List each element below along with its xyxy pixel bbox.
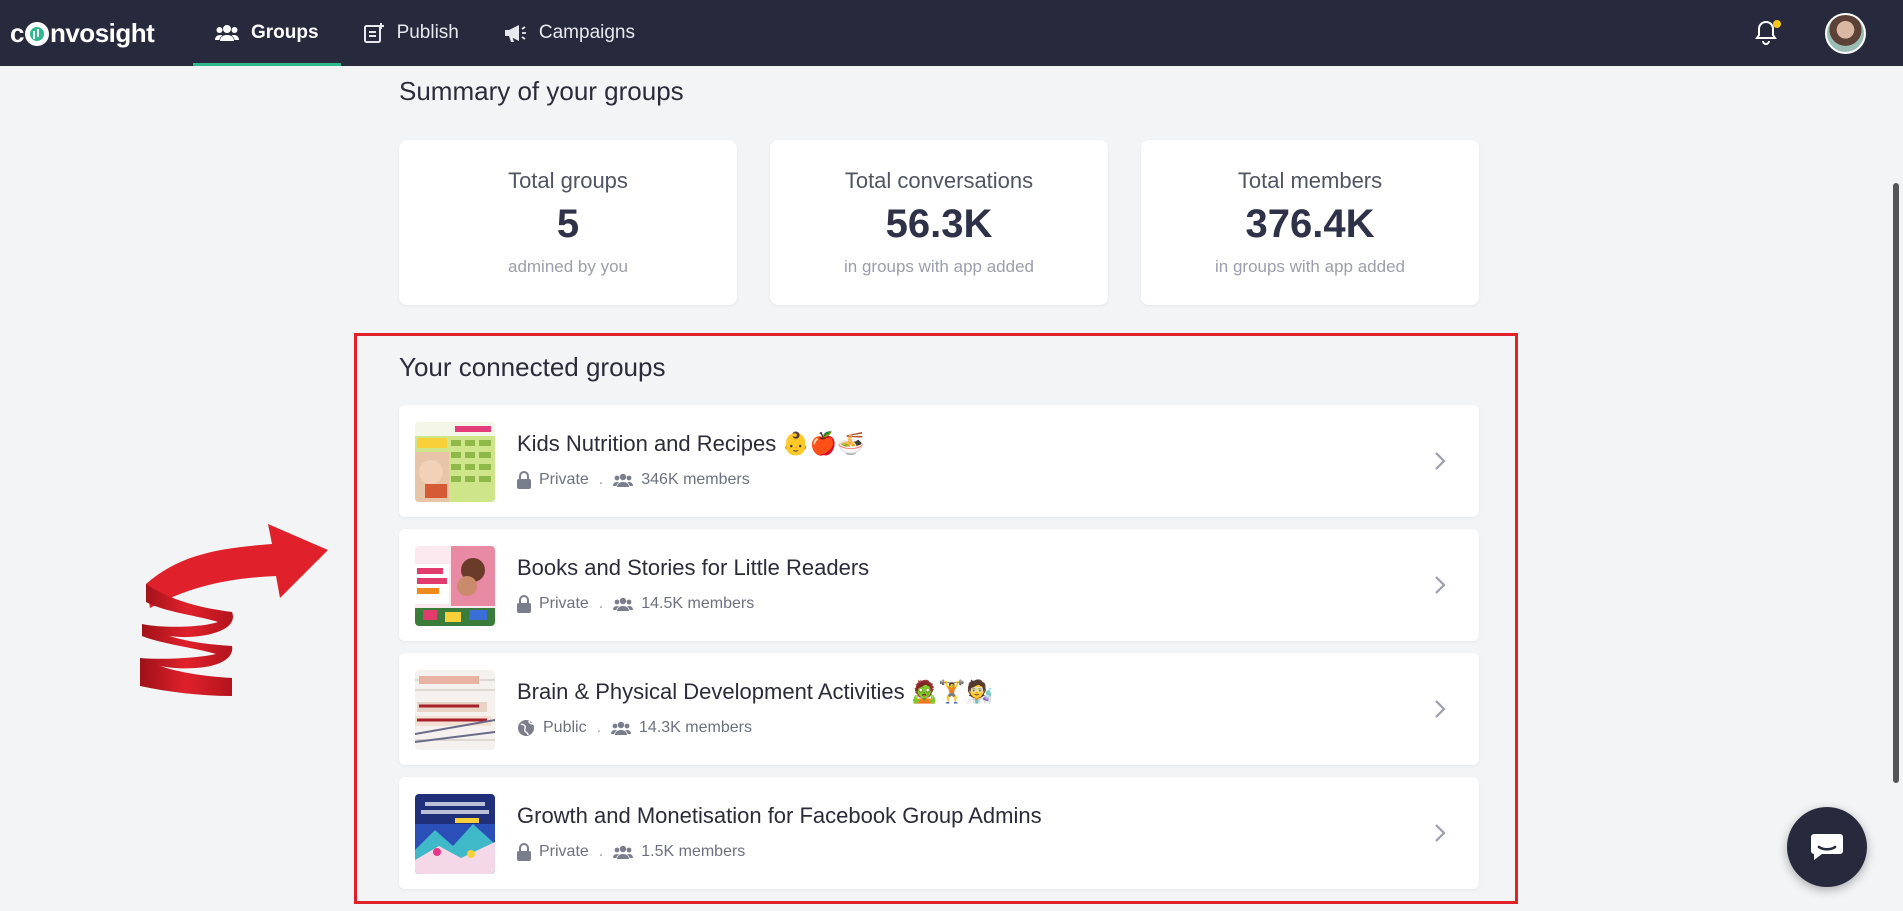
summary-title: Summary of your groups: [399, 76, 684, 106]
nav-campaigns[interactable]: Campaigns: [481, 0, 657, 66]
stat-label: Total members: [1237, 168, 1383, 193]
stat-label: Total groups: [508, 168, 628, 193]
notification-dot: [1773, 20, 1781, 28]
group-row-growth-monetisation[interactable]: Growth and Monetisation for Facebook Gro…: [399, 777, 1479, 889]
stat-subtext: in groups with app added: [1215, 257, 1405, 276]
group-privacy: Public: [543, 719, 587, 736]
group-meta: Private . 14.5K members: [517, 595, 754, 613]
stat-subtext: admined by you: [507, 257, 629, 276]
connected-groups-title: Your connected groups: [399, 352, 666, 382]
megaphone-icon: [503, 23, 527, 43]
meta-separator: .: [598, 595, 604, 612]
top-navbar: c nvosight Groups Publish Campaigns: [0, 0, 1903, 66]
group-name: Brain & Physical Development Activities …: [517, 679, 993, 704]
group-meta: Private . 1.5K members: [517, 843, 745, 861]
logo-mark-icon: [24, 22, 49, 46]
annotation-highlight-box: [354, 333, 1518, 904]
group-members: 1.5K members: [641, 843, 746, 860]
stat-label: Total conversations: [844, 168, 1034, 193]
stat-value: 5: [556, 202, 580, 246]
publish-icon: [363, 22, 385, 44]
members-icon: [613, 473, 634, 487]
group-members: 346K members: [641, 471, 750, 488]
logo-text-start: c: [10, 17, 24, 48]
chevron-right-icon: [1435, 452, 1446, 470]
stat-card-groups: Total groups 5 admined by you: [399, 140, 737, 305]
lock-icon: [517, 471, 531, 489]
meta-separator: .: [598, 471, 604, 488]
stat-card-members: Total members 376.4K in groups with app …: [1141, 140, 1479, 305]
globe-icon: [517, 719, 535, 737]
nav-groups-label: Groups: [251, 22, 319, 43]
group-name: Books and Stories for Little Readers: [517, 555, 870, 580]
notification-bell-icon[interactable]: [1754, 20, 1778, 46]
chat-bubble-icon: [1811, 834, 1843, 860]
members-icon: [613, 597, 634, 611]
group-privacy: Private: [539, 471, 589, 488]
group-thumbnail: [415, 422, 495, 502]
logo-text-end: nvosight: [49, 17, 155, 48]
group-meta: Public . 14.3K members: [517, 719, 752, 737]
stat-value: 376.4K: [1245, 202, 1375, 246]
group-meta: Private . 346K members: [517, 471, 750, 489]
nav-publish-label: Publish: [396, 22, 459, 43]
nav-groups[interactable]: Groups: [193, 0, 341, 66]
stat-card-conversations: Total conversations 56.3K in groups with…: [770, 140, 1108, 305]
chevron-right-icon: [1435, 824, 1446, 842]
lock-icon: [517, 595, 531, 613]
nav-publish[interactable]: Publish: [341, 0, 481, 66]
stat-value: 56.3K: [885, 202, 993, 246]
members-icon: [611, 721, 632, 735]
group-privacy: Private: [539, 595, 589, 612]
chevron-right-icon: [1435, 700, 1446, 718]
members-icon: [613, 845, 634, 859]
group-row-books-stories[interactable]: Books and Stories for Little Readers Pri…: [399, 529, 1479, 641]
group-members: 14.5K members: [641, 595, 755, 612]
stat-subtext: in groups with app added: [844, 257, 1034, 276]
user-avatar[interactable]: [1825, 13, 1866, 54]
group-privacy: Private: [539, 843, 589, 860]
group-thumbnail: [415, 670, 495, 750]
group-row-brain-physical[interactable]: Brain & Physical Development Activities …: [399, 653, 1479, 765]
group-members: 14.3K members: [639, 719, 752, 736]
nav-campaigns-label: Campaigns: [538, 22, 635, 43]
meta-separator: .: [596, 719, 602, 736]
page-scrollbar[interactable]: [1893, 183, 1899, 783]
chat-support-button[interactable]: [1787, 807, 1867, 887]
groups-icon: [215, 24, 239, 42]
group-row-kids-nutrition[interactable]: Kids Nutrition and Recipes 👶🍎🍜 Private .…: [399, 405, 1479, 517]
group-thumbnail: [415, 794, 495, 874]
annotation-arrow-icon: [140, 524, 328, 696]
chevron-right-icon: [1435, 576, 1446, 594]
convosight-logo[interactable]: c nvosight: [10, 17, 155, 48]
lock-icon: [517, 843, 531, 861]
group-name: Kids Nutrition and Recipes 👶🍎🍜: [517, 431, 865, 456]
meta-separator: .: [598, 843, 604, 860]
group-name: Growth and Monetisation for Facebook Gro…: [517, 803, 1042, 828]
main-nav: Groups Publish Campaigns: [193, 0, 657, 66]
group-thumbnail: [415, 546, 495, 626]
